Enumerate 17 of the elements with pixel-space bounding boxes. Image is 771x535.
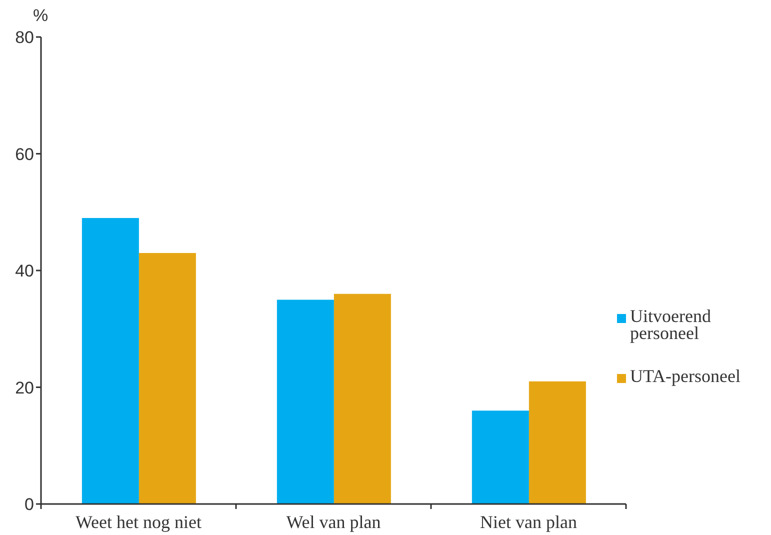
y-tick-label: 0 [24, 495, 34, 514]
y-tick-label: 40 [15, 262, 34, 281]
y-tick-label: 60 [15, 144, 34, 164]
bar [138, 252, 196, 504]
y-tick-label: 20 [15, 378, 34, 398]
bar [334, 294, 391, 504]
y-tick-label: 80 [15, 28, 34, 48]
x-tick-label: Niet van plan [480, 512, 577, 532]
x-tick-label: Weet het nog niet [75, 512, 202, 532]
bar [82, 218, 139, 504]
legend-label: Uitvoerend personeel [630, 306, 712, 343]
legend-label: UTA-personeel [630, 366, 742, 386]
x-tick-label: Wel van plan [286, 512, 381, 532]
bar [528, 381, 586, 504]
bar [276, 300, 334, 504]
y-axis-title: % [33, 6, 48, 26]
bar [472, 410, 529, 504]
